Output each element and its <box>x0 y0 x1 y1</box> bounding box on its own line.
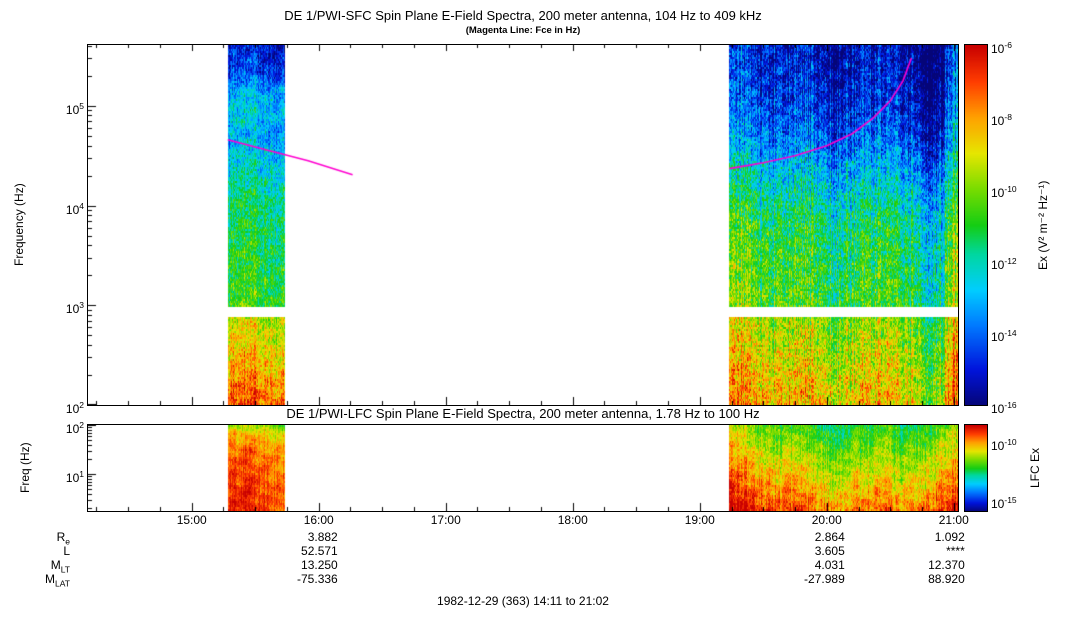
footer-row-label: MLT <box>50 558 70 575</box>
lfc-y-tick-label: 101 <box>65 469 84 486</box>
sfc-y-tick-label: 102 <box>65 400 84 416</box>
lfc-colorbar-tick-label: 10-15 <box>991 494 1017 511</box>
sfc-subtitle: (Magenta Line: Fce in Hz) <box>465 25 581 36</box>
footer-row-label: L <box>63 544 70 558</box>
lfc-colorbar-canvas <box>965 425 987 511</box>
footer-value: 1.092 <box>934 530 965 544</box>
sfc-y-axis-label: Frequency (Hz) <box>12 183 26 267</box>
footer-value: 2.864 <box>814 530 845 544</box>
lfc-colorbar <box>964 424 988 512</box>
lfc-spectrogram-canvas <box>88 425 958 511</box>
footer-value: -27.989 <box>804 572 845 586</box>
lfc-plot-area <box>87 424 959 512</box>
footer-value: 12.370 <box>928 558 965 572</box>
lfc-y-tick-label: 102 <box>65 420 84 436</box>
sfc-colorbar-tick-label: 10-14 <box>991 328 1017 344</box>
footer-value: 88.920 <box>928 572 965 586</box>
footer-value: 13.250 <box>301 558 338 572</box>
sfc-y-tick-label: 104 <box>65 200 84 217</box>
sfc-colorbar-label: Ex (V² m⁻² Hz⁻¹) <box>1036 180 1050 270</box>
footer-value: 4.031 <box>814 558 845 572</box>
sfc-y-tick-label: 103 <box>65 300 84 317</box>
footer-value: **** <box>946 544 965 558</box>
sfc-colorbar-tick-label: 10-6 <box>991 40 1012 56</box>
footer-value: 3.882 <box>307 530 338 544</box>
x-tick-label: 20:00 <box>811 513 842 527</box>
footer-value: 3.605 <box>814 544 845 558</box>
x-tick-label: 18:00 <box>557 513 588 527</box>
x-tick-label: 15:00 <box>176 513 207 527</box>
sfc-colorbar-tick-label: 10-8 <box>991 112 1012 128</box>
sfc-colorbar-canvas <box>965 45 987 405</box>
footer-row-label: Re <box>56 530 70 547</box>
lfc-title: DE 1/PWI-LFC Spin Plane E-Field Spectra,… <box>286 406 760 421</box>
sfc-plot-area <box>87 44 959 406</box>
x-tick-label: 17:00 <box>430 513 461 527</box>
sfc-spectrogram-canvas <box>88 45 958 405</box>
footer-value: 52.571 <box>301 544 338 558</box>
sfc-title: DE 1/PWI-SFC Spin Plane E-Field Spectra,… <box>284 8 762 23</box>
x-tick-label: 19:00 <box>684 513 715 527</box>
x-tick-label: 16:00 <box>303 513 334 527</box>
lfc-colorbar-tick-label: 10-10 <box>991 437 1017 454</box>
lfc-y-axis-label: Freq (Hz) <box>18 442 32 494</box>
date-caption: 1982-12-29 (363) 14:11 to 21:02 <box>437 594 609 608</box>
sfc-y-tick-label: 105 <box>65 100 84 117</box>
sfc-colorbar <box>964 44 988 406</box>
sfc-colorbar-tick-label: 10-12 <box>991 256 1017 272</box>
sfc-colorbar-tick-label: 10-10 <box>991 184 1017 200</box>
footer-row-label: MLAT <box>45 572 70 589</box>
footer-value: -75.336 <box>297 572 338 586</box>
sfc-colorbar-tick-label: 10-16 <box>991 400 1017 416</box>
x-tick-label: 21:00 <box>938 513 969 527</box>
